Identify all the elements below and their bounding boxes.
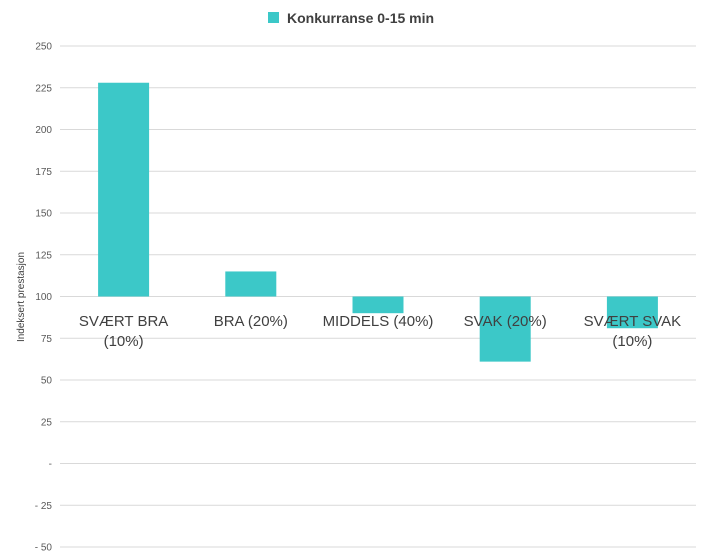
y-tick-label: 25	[41, 417, 53, 428]
y-tick-label: - 25	[35, 501, 53, 512]
category-label: BRA (20%)	[214, 313, 288, 330]
category-label: SVÆRT BRA (10%)	[79, 313, 168, 350]
gridlines	[60, 45, 696, 548]
bar	[225, 271, 277, 297]
y-tick-label: 125	[35, 250, 52, 261]
y-tick-label: 75	[41, 334, 53, 345]
category-label: SVAK (20%)	[464, 313, 547, 330]
bars	[98, 82, 658, 362]
y-tick-label: -	[49, 459, 52, 470]
y-axis-ticks: - 50 - 25 - 25 50 75 100 125 150 175 200 225 250	[35, 42, 53, 554]
bar	[98, 82, 150, 297]
bar	[352, 296, 404, 314]
legend-swatch	[268, 12, 279, 23]
y-tick-label: 250	[35, 42, 52, 53]
bar	[606, 296, 658, 329]
y-tick-label: 175	[35, 167, 52, 178]
y-tick-label: 200	[35, 125, 52, 136]
y-axis-label: Indeksert prestasjon	[16, 252, 27, 342]
y-tick-label: 225	[35, 83, 52, 94]
bar	[479, 296, 531, 362]
category-label: MIDDELS (40%)	[323, 313, 434, 330]
y-tick-label: 150	[35, 209, 52, 220]
y-tick-label: 50	[41, 376, 53, 387]
y-tick-label: 100	[35, 292, 52, 303]
legend-label: Konkurranse 0-15 min	[287, 10, 434, 26]
category-labels: SVÆRT BRA (10%) BRA (20%) MIDDELS (40%) SVAK…	[79, 313, 681, 350]
category-label: SVÆRT SVAK (10%)	[584, 313, 682, 350]
legend: Konkurranse 0-15 min	[268, 10, 434, 26]
y-tick-label: - 50	[35, 543, 53, 554]
